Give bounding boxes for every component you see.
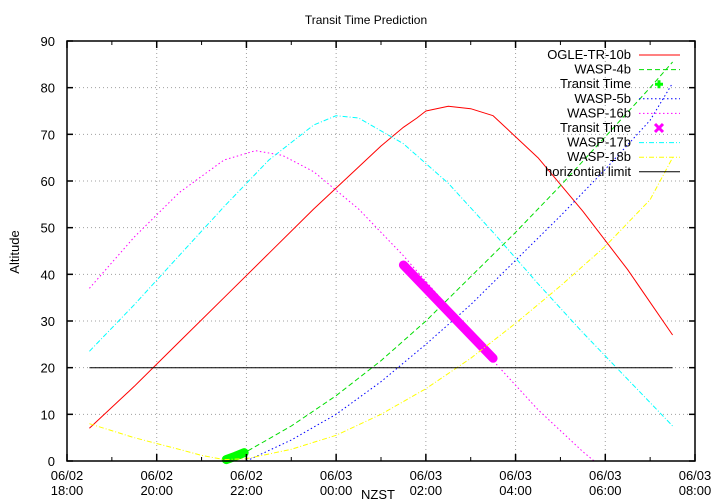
legend-label: horizontial limit xyxy=(545,164,631,179)
x-tick-label-time: 22:00 xyxy=(230,483,263,498)
x-tick-label-time: 00:00 xyxy=(320,483,353,498)
series-transit-time xyxy=(221,448,249,465)
series-wasp-16b xyxy=(89,150,595,462)
y-tick-label: 10 xyxy=(41,407,55,422)
x-tick-label-time: 06:00 xyxy=(589,483,622,498)
y-axis-label: Altitude xyxy=(7,230,22,273)
x-tick-label-time: 20:00 xyxy=(140,483,173,498)
x-tick-label-date: 06/02 xyxy=(230,468,263,483)
y-tick-label: 50 xyxy=(41,221,55,236)
x-tick-label-date: 06/03 xyxy=(320,468,353,483)
y-tick-label: 0 xyxy=(48,454,55,469)
y-tick-label: 20 xyxy=(41,361,55,376)
x-tick-label-date: 06/03 xyxy=(499,468,532,483)
axis-ticks: 010203040506070809006/0218:0006/0220:000… xyxy=(41,34,712,498)
x-axis-label: NZST xyxy=(361,487,395,502)
y-tick-label: 40 xyxy=(41,267,55,282)
legend-label: WASP-17b xyxy=(567,135,631,150)
y-tick-label: 70 xyxy=(41,127,55,142)
x-tick-label-date: 06/03 xyxy=(589,468,622,483)
legend-plus-icon xyxy=(655,80,663,89)
y-tick-label: 30 xyxy=(41,314,55,329)
series-wasp-4b xyxy=(225,61,673,462)
x-tick-label-date: 06/02 xyxy=(51,468,84,483)
x-tick-label-time: 02:00 xyxy=(410,483,443,498)
series-ogle-tr-10b xyxy=(89,105,674,429)
legend-label: Transit Time xyxy=(560,120,631,135)
legend-label: WASP-16b xyxy=(567,105,631,120)
legend-label: WASP-18b xyxy=(567,149,631,164)
chart-title: Transit Time Prediction xyxy=(305,13,427,27)
x-tick-label-time: 08:00 xyxy=(679,483,712,498)
x-tick-label-date: 06/02 xyxy=(140,468,173,483)
series-transit-time xyxy=(398,260,498,363)
legend-label: OGLE-TR-10b xyxy=(547,47,631,62)
legend-label: WASP-4b xyxy=(574,62,631,77)
legend-label: WASP-5b xyxy=(574,91,631,106)
x-tick-label-date: 06/03 xyxy=(679,468,712,483)
y-tick-label: 80 xyxy=(41,81,55,96)
y-tick-label: 90 xyxy=(41,34,55,49)
series-wasp-18b xyxy=(89,157,674,461)
x-tick-label-date: 06/03 xyxy=(410,468,443,483)
legend-cross-icon xyxy=(653,122,665,134)
series-lines xyxy=(89,61,674,465)
x-tick-label-time: 18:00 xyxy=(51,483,84,498)
legend-label: Transit Time xyxy=(560,76,631,91)
y-tick-label: 60 xyxy=(41,174,55,189)
series-wasp-5b xyxy=(246,82,674,462)
x-tick-label-time: 04:00 xyxy=(499,483,532,498)
series-wasp-17b xyxy=(89,115,673,427)
